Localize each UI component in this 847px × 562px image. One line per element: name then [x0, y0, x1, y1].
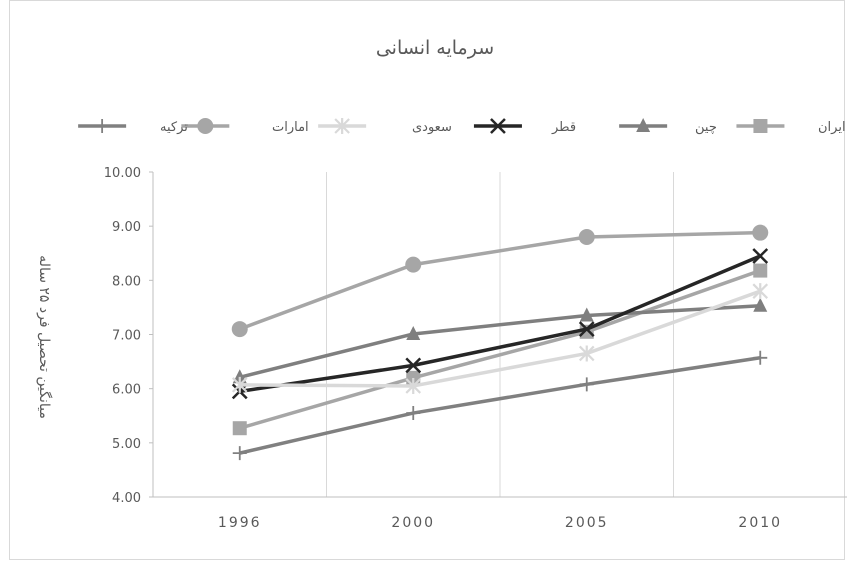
y-tick-label: 7.00 [112, 329, 141, 344]
chart-title: سرمایه انسانی [376, 37, 494, 59]
series-5 [231, 224, 769, 338]
series-line [239, 268, 761, 430]
data-point [579, 307, 594, 322]
legend-item-5: امارات [181, 118, 309, 135]
x-tick-label: 1996 [218, 515, 262, 531]
data-point [753, 297, 768, 312]
data-point [405, 357, 422, 374]
legend-item-2: چین [619, 118, 717, 135]
series-line [239, 230, 761, 331]
data-point [405, 256, 422, 273]
legend-marker [95, 119, 110, 133]
x-tick-label: 2000 [391, 515, 435, 531]
legend-label: سعودی [412, 120, 452, 135]
legend-label: ترکیه [160, 120, 188, 135]
legend-label: چین [695, 120, 717, 135]
data-point [578, 345, 595, 362]
legend-marker [197, 118, 214, 134]
data-point [753, 263, 768, 278]
series-group [231, 224, 769, 461]
data-point [232, 446, 247, 461]
data-point [232, 421, 247, 436]
series-6 [232, 350, 768, 461]
legend-item-6: ترکیه [78, 119, 188, 135]
legend-marker [334, 118, 350, 134]
y-tick-label: 10.00 [104, 166, 141, 181]
data-point [232, 369, 247, 384]
y-tick-label: 5.00 [112, 437, 141, 452]
series-line [239, 304, 761, 379]
data-point [406, 325, 421, 340]
series-3 [231, 248, 769, 400]
data-point [752, 283, 769, 300]
series-line [239, 289, 761, 388]
data-point [231, 376, 248, 393]
x-tick-label: 2010 [738, 515, 782, 531]
y-tick-label: 6.00 [112, 383, 141, 398]
legend-item-3: قطر [473, 118, 576, 135]
legend-marker [636, 118, 651, 132]
data-point [578, 229, 595, 245]
y-tick-label: 8.00 [112, 274, 141, 289]
legend-label: امارات [272, 120, 309, 135]
y-axis-label: میانگین تحصیل فرد ۲۵ ساله [36, 255, 53, 419]
y-tick-label: 4.00 [112, 491, 141, 506]
data-point [752, 224, 769, 241]
legend-label: قطر [551, 120, 576, 135]
data-point [231, 321, 248, 338]
axes: 4.00 5.00 6.00 7.00 8.00 9.00 10.00 1996 2000 200… [104, 166, 847, 531]
series-2 [232, 297, 768, 384]
data-point [579, 377, 594, 392]
y-tick-label: 9.00 [112, 220, 141, 235]
x-tick-label: 2005 [565, 515, 609, 531]
data-point [752, 248, 769, 264]
series-line [239, 356, 761, 455]
legend-label: ایران [818, 120, 846, 135]
data-point [406, 406, 421, 421]
data-point [753, 350, 768, 365]
data-point [405, 377, 422, 394]
legend-marker [753, 119, 768, 133]
series-line [239, 254, 761, 394]
legend: ایران چین قطر سعودی امارات ترکیه [78, 118, 846, 135]
series-4 [231, 283, 769, 394]
legend-item-4: سعودی [318, 118, 452, 135]
legend-item-1: ایران [736, 119, 846, 135]
data-point [578, 321, 595, 337]
legend-marker [490, 118, 506, 134]
